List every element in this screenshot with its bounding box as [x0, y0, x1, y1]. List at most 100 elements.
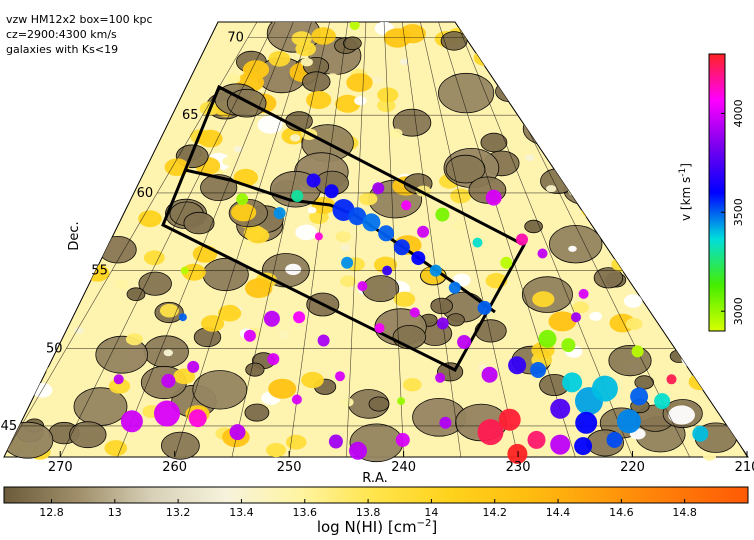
galaxy-point [436, 317, 449, 330]
galaxy-point [631, 345, 644, 358]
nhi-patch [307, 207, 317, 214]
galaxy-point [578, 288, 589, 299]
galaxy-point [349, 441, 367, 460]
galaxy-point [571, 312, 581, 323]
nhi-patch [525, 154, 535, 162]
nhi-patch [520, 81, 548, 102]
nhi-tick-label: 14.4 [546, 506, 571, 519]
galaxy-point [401, 200, 412, 211]
nhi-patch [440, 31, 468, 51]
y-tick-label: 65 [182, 108, 199, 123]
nhi-patch [340, 397, 354, 407]
nhi-patch [233, 146, 243, 153]
nhi-patch [244, 403, 270, 422]
nhi-patch [563, 176, 575, 185]
nhi-patch [668, 405, 695, 425]
nhi-patch [335, 94, 361, 113]
galaxy-point [562, 372, 583, 393]
galaxy-point [382, 265, 393, 276]
nhi-tick-label: 13.2 [166, 506, 191, 519]
galaxy-point [429, 264, 442, 277]
galaxy-point [161, 373, 176, 388]
nhi-tick-label: 14.6 [609, 506, 634, 519]
nhi-patch [724, 393, 743, 407]
galaxy-point [575, 411, 598, 434]
galaxy-point [561, 338, 576, 353]
velocity-tick-label: 3000 [732, 297, 745, 325]
nhi-patch [581, 201, 607, 220]
nhi-patch [593, 267, 624, 289]
galaxy-point [472, 237, 483, 248]
y-tick-label: 55 [91, 264, 108, 279]
galaxy-point [236, 193, 249, 206]
galaxy-point [477, 419, 504, 446]
nhi-patch [524, 219, 543, 234]
nhi-tick-label: 14.8 [672, 506, 697, 519]
nhi-patch [623, 294, 643, 308]
nhi-tick-label: 13.4 [229, 506, 254, 519]
x-axis-label: R.A. [362, 471, 388, 486]
nhi-patch [354, 96, 367, 106]
galaxy-point [113, 374, 124, 385]
nhi-patch [173, 368, 196, 385]
nhi-patch [69, 421, 107, 449]
galaxy-point [574, 437, 593, 456]
nhi-patch [200, 174, 238, 202]
nhi-colorbar: 12.8 13 13.2 13.4 13.6 13.8 14 14.2 14.4 14.6 14.8… [3, 486, 749, 536]
annotation-velocity-range: cz=2900:4300 km/s [6, 28, 117, 41]
galaxy-point [500, 256, 513, 269]
nhi-patch [452, 221, 466, 231]
nhi-patch [530, 89, 555, 107]
nhi-patch [446, 313, 465, 327]
nhi-patch [392, 108, 432, 137]
nhi-patch [164, 158, 190, 176]
galaxy-point [293, 311, 306, 324]
galaxy-point [498, 408, 521, 431]
nhi-patch [340, 244, 351, 252]
nhi-patch [192, 370, 248, 410]
outer-selection-box [161, 84, 527, 372]
nhi-patch [340, 275, 357, 288]
nhi-patch [566, 162, 579, 171]
nhi-patch [368, 396, 390, 412]
coordinate-grid [4, 22, 748, 458]
galaxy-point [395, 432, 410, 447]
x-tick-label: 210 [735, 460, 754, 475]
x-tick-label: 230 [506, 460, 531, 475]
nhi-patch [377, 87, 399, 103]
galaxy-point [516, 233, 528, 246]
nhi-patch [290, 134, 301, 142]
nhi-patch [247, 227, 270, 244]
x-tick-label: 220 [620, 460, 645, 475]
velocity-colorbar-fill [708, 53, 726, 332]
nhi-patch [359, 192, 378, 206]
galaxy-point [273, 207, 286, 220]
galaxy-point [606, 431, 623, 448]
nhi-unit-exponent: −2 [417, 518, 432, 529]
x-tick-label: 270 [48, 460, 73, 475]
galaxy-point [291, 394, 302, 405]
plot-annotation: vzw HM12x2 box=100 kpc cz=2900:4300 km/s… [6, 12, 153, 57]
galaxy-point [530, 362, 547, 378]
galaxy-point [378, 225, 395, 242]
nhi-patch [285, 263, 302, 276]
y-axis-label: Dec. [67, 221, 82, 250]
nhi-patch [532, 291, 555, 308]
galaxy-point [508, 356, 527, 375]
galaxy-point [417, 225, 430, 238]
nhi-patch [568, 245, 577, 252]
nhi-tick-label: 13.8 [356, 506, 381, 519]
nhi-patch [268, 378, 297, 399]
velocity-colorbar: 3000 3500 4000 v [km s-1] [678, 53, 745, 332]
nhi-patch [245, 278, 273, 299]
galaxy-point [435, 372, 446, 383]
galaxy-point [448, 281, 461, 294]
galaxy-point [439, 416, 452, 429]
galaxy-point [188, 409, 207, 428]
nhi-patch [546, 185, 557, 193]
ra-grid-line [231, 22, 330, 458]
nhi-patch [295, 41, 317, 57]
galaxy-point [243, 329, 256, 342]
nhi-patch [480, 132, 508, 153]
